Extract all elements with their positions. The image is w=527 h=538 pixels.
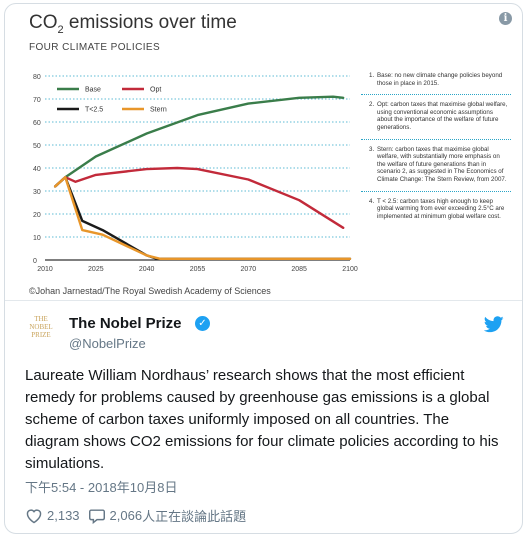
y-tick-label: 60 bbox=[33, 120, 41, 127]
y-tick-label: 40 bbox=[33, 166, 41, 173]
chart-subtitle: FOUR CLIMATE POLICIES bbox=[29, 42, 161, 53]
note-text: Stern: carbon taxes that maximise global… bbox=[377, 145, 507, 183]
reply-button[interactable]: 2,066 人正在談論此話題 bbox=[88, 506, 247, 525]
y-tick-label: 30 bbox=[33, 189, 41, 196]
series-line-base bbox=[54, 95, 345, 188]
verified-badge-icon: ✓ bbox=[195, 316, 210, 331]
note-number: 1. bbox=[369, 72, 375, 79]
note-text: T < 2.5: carbon taxes high enough to kee… bbox=[377, 197, 505, 220]
x-tick-label: 2010 bbox=[37, 266, 53, 273]
info-icon[interactable]: i bbox=[499, 12, 512, 25]
note-text: Base: no new climate change policies bey… bbox=[377, 72, 503, 87]
note-number: 2. bbox=[369, 101, 375, 109]
chart-note: 3. Stern: carbon taxes that maximise glob… bbox=[369, 146, 509, 184]
chart-notes: 1. Base: no new climate change policies b… bbox=[361, 72, 511, 227]
logo-line: PRIZE bbox=[31, 331, 51, 339]
chart-image[interactable]: CO2 emissions over time FOUR CLIMATE POL… bbox=[5, 4, 522, 301]
x-tick-label: 2055 bbox=[190, 266, 206, 273]
y-tick-label: 20 bbox=[33, 212, 41, 219]
y-tick-label: 70 bbox=[33, 97, 41, 104]
image-credit: ©Johan Jarnestad/The Royal Swedish Acade… bbox=[29, 286, 271, 296]
tweet-text: Laureate William Nordhaus’ research show… bbox=[25, 367, 499, 472]
chart-note: 1. Base: no new climate change policies b… bbox=[369, 72, 509, 87]
x-tick-label: 2025 bbox=[88, 266, 104, 273]
legend-label: T<2.5 bbox=[85, 107, 103, 114]
twitter-bird-icon[interactable] bbox=[483, 316, 504, 338]
like-button[interactable]: 2,133 bbox=[25, 508, 80, 524]
heart-icon bbox=[26, 508, 42, 523]
series-line-opt bbox=[54, 166, 345, 229]
speech-bubble-icon bbox=[88, 508, 105, 524]
x-tick-label: 2070 bbox=[241, 266, 257, 273]
y-tick-label: 0 bbox=[33, 258, 37, 265]
reply-suffix: 人正在談論此話題 bbox=[142, 509, 247, 524]
logo-line: THE bbox=[34, 315, 48, 323]
note-text: Opt: carbon taxes that maximise global w… bbox=[377, 101, 508, 131]
line-chart: 0 10 20 30 40 50 60 70 80 2010 2025 2040 2055 2070 208… bbox=[33, 74, 358, 273]
tweet-stats: 2,133 2,066 人正在談論此話題 bbox=[25, 506, 254, 525]
legend-label: Stern bbox=[150, 107, 167, 114]
note-number: 4. bbox=[369, 197, 375, 205]
x-tick-label: 2040 bbox=[139, 266, 155, 273]
tweet-card: CO2 emissions over time FOUR CLIMATE POL… bbox=[4, 3, 523, 534]
series-line-t25 bbox=[54, 176, 352, 260]
note-number: 3. bbox=[369, 145, 375, 153]
legend-label: Base bbox=[85, 87, 101, 94]
account-handle[interactable]: @NobelPrize bbox=[69, 336, 146, 351]
series-line-stern bbox=[54, 176, 352, 260]
reply-count: 2,066 bbox=[109, 508, 143, 523]
x-tick-label: 2085 bbox=[291, 266, 307, 273]
chart-title: CO2 emissions over time bbox=[29, 12, 237, 36]
logo-line: NOBEL bbox=[29, 323, 53, 331]
y-tick-label: 10 bbox=[33, 235, 41, 242]
chart-note: 4. T < 2.5: carbon taxes high enough to k… bbox=[369, 198, 509, 221]
account-name[interactable]: The Nobel Prize bbox=[69, 315, 182, 332]
y-tick-label: 80 bbox=[33, 74, 41, 81]
note-divider bbox=[361, 138, 511, 140]
note-divider bbox=[361, 94, 511, 96]
legend-label: Opt bbox=[150, 87, 161, 94]
chart-note: 2. Opt: carbon taxes that maximise global… bbox=[369, 101, 509, 131]
y-tick-label: 50 bbox=[33, 143, 41, 150]
avatar[interactable]: THE NOBEL PRIZE bbox=[25, 315, 57, 345]
note-divider bbox=[361, 190, 511, 192]
like-count: 2,133 bbox=[47, 508, 80, 523]
tweet-timestamp[interactable]: 下午5:54 - 2018年10月8日 bbox=[25, 480, 178, 495]
x-tick-label: 2100 bbox=[342, 266, 358, 273]
